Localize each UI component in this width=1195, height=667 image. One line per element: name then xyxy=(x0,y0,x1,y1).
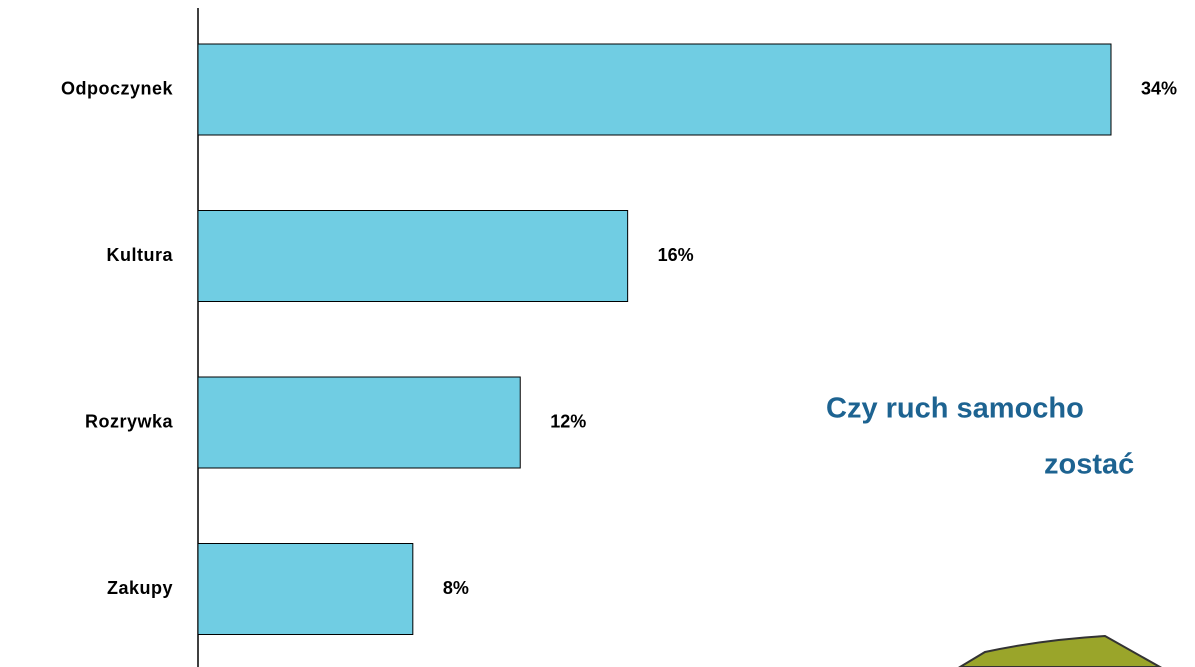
category-label: Zakupy xyxy=(107,578,173,598)
value-label: 34% xyxy=(1141,78,1177,98)
bar xyxy=(197,43,1112,136)
annotation: Czy ruch samocho xyxy=(826,393,1084,425)
category-label: Kultura xyxy=(107,245,174,265)
category-label: Rozrywka xyxy=(85,411,174,431)
annotation: zostać xyxy=(1044,449,1134,481)
bar xyxy=(197,543,414,635)
bar xyxy=(197,210,629,302)
bar xyxy=(197,376,521,469)
value-label: 8% xyxy=(443,578,469,598)
value-label: 12% xyxy=(550,411,586,431)
value-label: 16% xyxy=(658,245,694,265)
decoration-shape xyxy=(958,634,1163,667)
category-label: Odpoczynek xyxy=(61,78,174,98)
